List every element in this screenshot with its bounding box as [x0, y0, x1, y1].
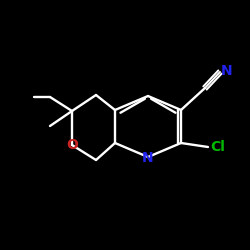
Text: N: N — [221, 64, 232, 78]
Text: O: O — [66, 138, 78, 152]
Text: N: N — [142, 151, 154, 165]
Text: Cl: Cl — [210, 140, 225, 154]
